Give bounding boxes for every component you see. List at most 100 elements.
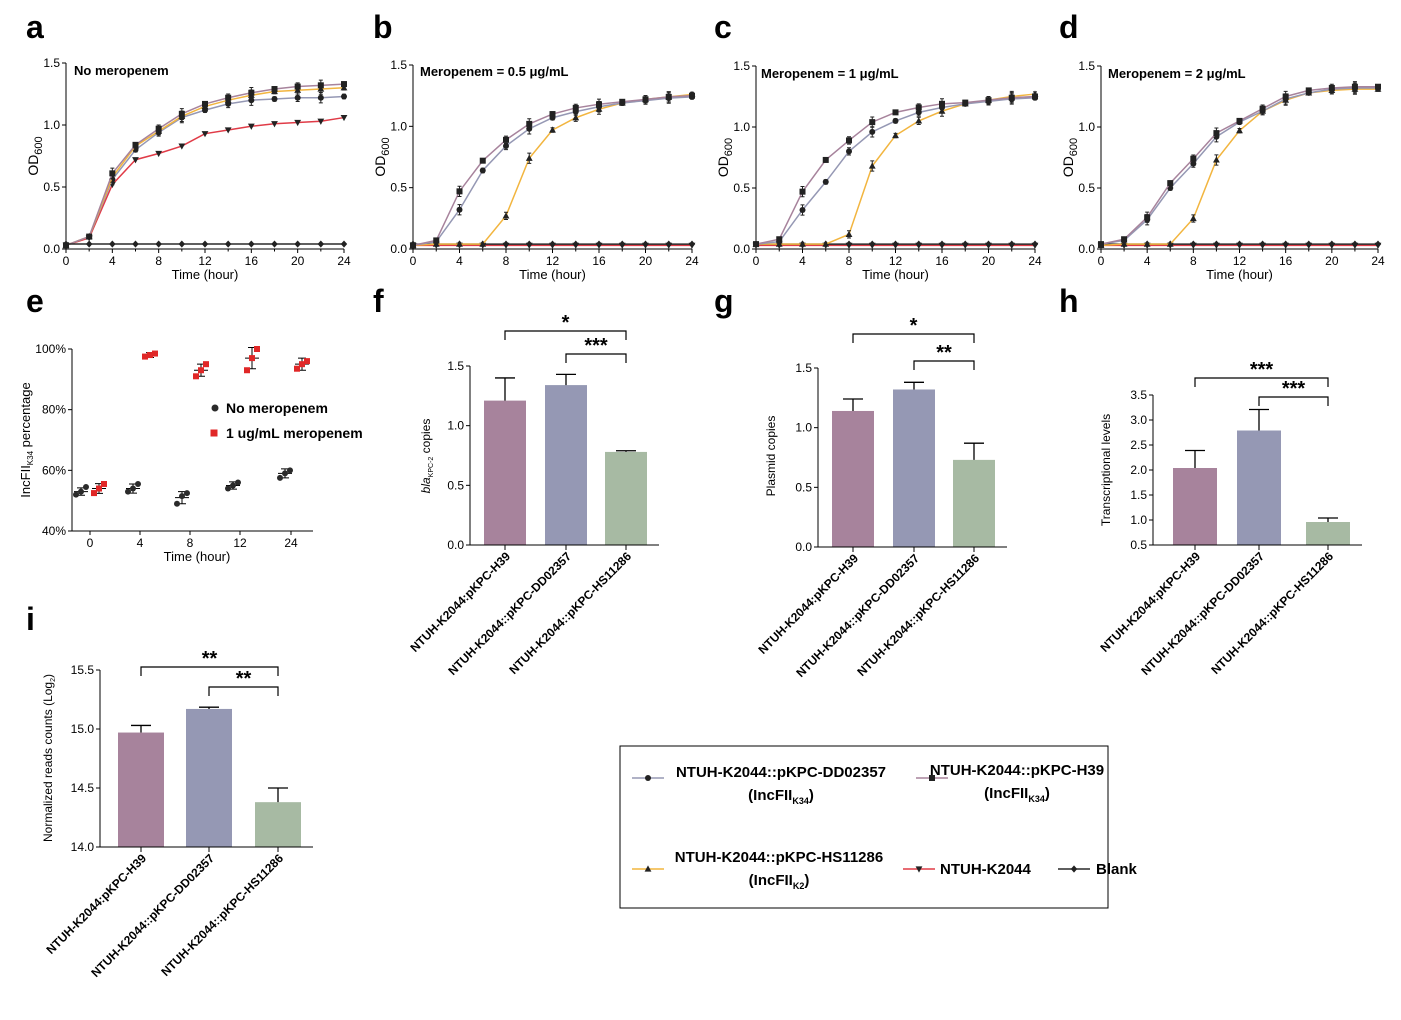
- data-point: [962, 240, 969, 248]
- line-chart-d: d 0.0 0.5 1.0 1.5 0 4 8 12 16 20 24 Time (hour) OD600…: [1059, 9, 1385, 282]
- significance-bracket: [852, 333, 975, 343]
- bar-0: [118, 732, 164, 847]
- data-point: [248, 240, 255, 248]
- data-point: [915, 240, 922, 248]
- legend-label: NTUH-K2044: [940, 861, 1032, 878]
- data-point: [340, 84, 348, 91]
- category-label: NTUH-K2044::pKPC-HS11286: [506, 549, 634, 677]
- data-point: [1282, 240, 1289, 248]
- y-axis-label: Transcriptional levels: [1099, 414, 1113, 526]
- y-tick-label: 1.0: [795, 421, 812, 435]
- x-tick-label: 12: [889, 254, 903, 268]
- data-point: [132, 141, 139, 148]
- legend-label: NTUH-K2044::pKPC-HS11286: [675, 849, 883, 866]
- x-tick-label: 8: [1190, 254, 1197, 268]
- data-point: [341, 81, 347, 88]
- y-axis-label: blaKPC-2 copies: [419, 419, 435, 494]
- x-tick-label: 20: [639, 254, 653, 268]
- legend-sublabel: (IncFIIK34): [748, 787, 814, 806]
- bar-0: [1173, 468, 1217, 545]
- bar-2: [953, 459, 995, 547]
- legend-marker: [211, 404, 219, 412]
- category-label: NTUH-K2044:pKPC-H39: [1098, 549, 1204, 655]
- y-axis-label: OD600: [25, 136, 45, 175]
- y-axis-label: IncFIIK34 percentage: [18, 382, 35, 497]
- data-point: [282, 470, 288, 477]
- data-point: [479, 157, 486, 164]
- y-tick-label: 0.5: [733, 181, 750, 195]
- legend-marker: [645, 775, 651, 781]
- data-point: [410, 242, 416, 249]
- data-point: [665, 240, 672, 248]
- y-tick-label: 1.5: [733, 59, 750, 73]
- series-line: [756, 93, 1036, 245]
- data-point: [1008, 94, 1015, 101]
- x-tick-label: 0: [753, 254, 760, 268]
- y-tick-label: 1.0: [447, 419, 464, 433]
- data-point: [1305, 87, 1312, 94]
- data-point: [202, 100, 208, 107]
- series-line: [1100, 85, 1378, 245]
- data-point: [1190, 155, 1197, 162]
- legend-marker: [915, 866, 923, 873]
- data-point: [271, 121, 278, 128]
- data-point: [892, 109, 899, 116]
- data-point: [845, 230, 853, 237]
- legend-label: 1 ug/mL meropenem: [226, 425, 363, 441]
- data-point: [915, 104, 922, 111]
- series-line: [65, 95, 345, 246]
- data-point: [572, 114, 580, 121]
- x-tick-label: 4: [456, 254, 463, 268]
- bar-chart-f: f 0.0 0.5 1.0 1.5 NTUH-K2044:pKPC-H39NTUH-K20…: [373, 283, 659, 678]
- y-tick-label: 0.5: [447, 478, 464, 492]
- x-tick-label: 24: [284, 536, 298, 550]
- data-point: [1167, 180, 1174, 187]
- legend-item-K2044: NTUH-K2044: [903, 861, 1032, 878]
- error-bar: [199, 706, 219, 709]
- legend-marker: [210, 429, 218, 437]
- category-label: NTUH-K2044:pKPC-H39: [756, 551, 862, 657]
- legend-sublabel: (IncFIIK34): [984, 785, 1050, 804]
- data-point: [822, 240, 830, 247]
- data-point: [224, 240, 232, 248]
- data-point: [1328, 84, 1335, 91]
- data-point: [1213, 240, 1220, 248]
- y-tick-label: 0.5: [1130, 538, 1147, 552]
- data-point: [619, 240, 626, 248]
- x-tick-label: 20: [291, 254, 305, 268]
- data-point: [235, 479, 241, 486]
- data-point: [1351, 240, 1359, 248]
- y-tick-label: 3.0: [1130, 413, 1147, 427]
- data-point: [294, 83, 301, 90]
- data-point: [502, 240, 510, 248]
- data-point: [799, 240, 806, 247]
- data-point: [135, 480, 141, 487]
- data-point: [294, 94, 301, 101]
- data-point: [91, 490, 97, 497]
- error-bar: [131, 724, 151, 733]
- significance-bracket: [565, 353, 627, 363]
- error-bar: [904, 381, 924, 390]
- x-tick-label: 24: [337, 254, 351, 268]
- legend-layer: NTUH-K2044::pKPC-DD02357(IncFIIK34)NTUH-…: [619, 745, 1138, 909]
- significance-bracket: [208, 686, 279, 696]
- data-point: [179, 493, 185, 500]
- x-tick-label: 12: [1233, 254, 1247, 268]
- x-tick-label: 24: [685, 254, 699, 268]
- x-tick-label: 16: [592, 254, 606, 268]
- data-point: [1259, 105, 1266, 112]
- data-point: [277, 474, 283, 481]
- category-label: NTUH-K2044::pKPC-HS11286: [1208, 549, 1336, 677]
- bar-2: [1306, 522, 1350, 545]
- condition-annotation: No meropenem: [74, 63, 169, 78]
- condition-annotation: Meropenem = 1 μg/mL: [761, 66, 899, 81]
- significance-bracket: [504, 330, 627, 340]
- y-tick-label: 0.0: [733, 242, 750, 256]
- error-bar: [964, 442, 984, 460]
- x-tick-label: 12: [198, 254, 212, 268]
- data-point: [317, 118, 325, 125]
- series-Blank: [62, 240, 348, 248]
- data-point: [317, 82, 324, 89]
- x-tick-label: 0: [410, 254, 417, 268]
